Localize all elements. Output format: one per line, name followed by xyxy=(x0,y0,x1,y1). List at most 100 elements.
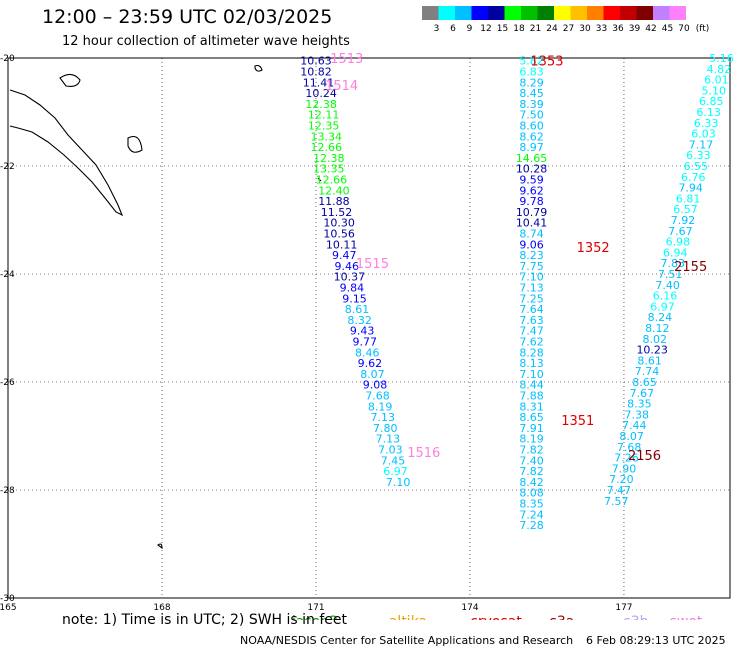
swh-label: 10.56 xyxy=(323,228,355,241)
swh-label: 7.40 xyxy=(519,454,544,467)
legend-swatch xyxy=(537,6,554,20)
swh-label: 6.03 xyxy=(691,128,716,141)
legend-tick-label: 45 xyxy=(662,24,673,34)
legend-swatch xyxy=(488,6,505,20)
swh-label: 6.83 xyxy=(519,66,544,79)
pass-number-label: 1515 xyxy=(356,257,389,272)
pass-number-label: 1351 xyxy=(561,414,594,429)
swh-label: 9.78 xyxy=(519,195,544,208)
swh-label: 10.24 xyxy=(305,87,337,100)
swh-label: 7.10 xyxy=(386,476,411,489)
swh-label: 7.47 xyxy=(519,325,544,338)
swh-label: 9.46 xyxy=(335,260,360,273)
swh-label: 9.15 xyxy=(342,292,367,305)
swh-label: 7.90 xyxy=(612,462,637,475)
swh-label: 8.07 xyxy=(619,430,644,443)
swh-label: 8.45 xyxy=(519,87,544,100)
swh-label: 9.62 xyxy=(519,184,544,197)
swh-label: 7.67 xyxy=(630,387,655,400)
swh-label: 10.37 xyxy=(334,271,366,284)
coastline xyxy=(9,89,124,217)
swh-label: 9.08 xyxy=(363,379,388,392)
swh-label: 6.97 xyxy=(650,300,675,313)
swh-label: 8.32 xyxy=(347,314,372,327)
swh-label: 8.61 xyxy=(345,303,370,316)
swh-label: 7.62 xyxy=(519,336,544,349)
swh-label: 8.62 xyxy=(519,130,544,143)
legend-swatch xyxy=(653,6,670,20)
swh-label: 9.84 xyxy=(340,282,365,295)
swh-label: 8.28 xyxy=(519,346,544,359)
swh-label: 12.11 xyxy=(308,109,340,122)
swh-label: 13.35 xyxy=(313,163,345,176)
pass-number-label: 2156 xyxy=(628,449,661,464)
footer-credit: NOAA/NESDIS Center for Satellite Applica… xyxy=(240,634,574,647)
swh-label: 8.74 xyxy=(519,228,544,241)
swh-label: 8.02 xyxy=(643,333,668,346)
legend-swatch xyxy=(570,6,587,20)
swh-label: 6.55 xyxy=(684,160,709,173)
swh-label: 5.82 xyxy=(519,55,544,68)
legend-swatch xyxy=(521,6,538,20)
legend-tick-label: 36 xyxy=(612,24,624,34)
legend-tick-label: 24 xyxy=(546,24,558,34)
swh-label: 7.68 xyxy=(365,390,390,403)
swh-label: 7.82 xyxy=(519,465,544,478)
legend-tick-label: 39 xyxy=(629,24,641,34)
swh-label: 6.57 xyxy=(673,203,698,216)
swh-label: 7.44 xyxy=(622,419,647,432)
pass-number-label: 1514 xyxy=(325,79,358,94)
legend-tick-label: 3 xyxy=(434,24,440,34)
legend-swatch xyxy=(636,6,653,20)
swh-label: 7.88 xyxy=(519,390,544,403)
swh-label: 7.75 xyxy=(519,260,544,273)
swh-label: 7.92 xyxy=(671,214,696,227)
legend-tick-label: 9 xyxy=(467,24,473,34)
mission-label-swot: swot xyxy=(670,614,703,620)
footer-note: note: 1) Time is in UTC; 2) SWH is in fe… xyxy=(62,612,348,628)
color-scale-legend: 3 6 9 12 15 18 21 24 27 30 33 36 39 42 45 70 (ft) xyxy=(422,6,710,34)
swh-label: 6.13 xyxy=(696,106,721,119)
x-tick-label: 177 xyxy=(615,603,632,613)
swh-label: 9.77 xyxy=(352,336,377,349)
legend-swatch xyxy=(438,6,455,20)
legend-swatch xyxy=(504,6,521,20)
legend-swatch xyxy=(422,6,439,20)
y-tick-label: -26 xyxy=(0,378,15,388)
swh-label: 8.65 xyxy=(632,376,657,389)
swh-label: 12.38 xyxy=(313,152,345,165)
y-tick-label: -28 xyxy=(0,486,15,496)
swh-label: 11.52 xyxy=(321,206,353,219)
swh-label: 7.50 xyxy=(519,109,544,122)
swh-label: 8.60 xyxy=(519,120,544,133)
swh-label: 10.28 xyxy=(516,163,548,176)
swh-label: 7.13 xyxy=(376,433,401,446)
chart-title: 12:00 – 23:59 UTC 02/03/2025 xyxy=(42,6,333,28)
swh-label: 10.30 xyxy=(323,217,355,230)
swh-label: 7.17 xyxy=(689,138,714,151)
mission-label-altika: altika xyxy=(389,614,427,620)
swh-label: 7.10 xyxy=(519,271,544,284)
swh-label: 12.35 xyxy=(308,120,340,133)
swh-label: 7.67 xyxy=(668,225,693,238)
swh-label: 7.74 xyxy=(635,365,660,378)
swh-label: 8.42 xyxy=(519,476,544,489)
swh-label: 8.13 xyxy=(519,357,544,370)
swh-label: 10.11 xyxy=(326,238,358,251)
swh-label: 7.26 xyxy=(614,452,639,465)
y-tick-label: -24 xyxy=(0,270,15,280)
legend-tick-label: (ft) xyxy=(696,24,710,34)
coastline xyxy=(59,73,81,87)
y-tick-label: -30 xyxy=(0,594,15,604)
pass-number-label: 1353 xyxy=(530,55,563,70)
swh-label: 6.33 xyxy=(686,149,711,162)
swh-label: 6.81 xyxy=(676,192,701,205)
swh-label: 9.59 xyxy=(519,174,544,187)
legend-swatch xyxy=(554,6,571,20)
swh-label: 7.25 xyxy=(519,292,544,305)
coastline xyxy=(157,543,163,550)
legend-swatch xyxy=(603,6,620,20)
swh-label: 7.83 xyxy=(660,257,685,270)
swh-label: 10.79 xyxy=(516,206,548,219)
swh-label: 5.10 xyxy=(702,84,727,97)
